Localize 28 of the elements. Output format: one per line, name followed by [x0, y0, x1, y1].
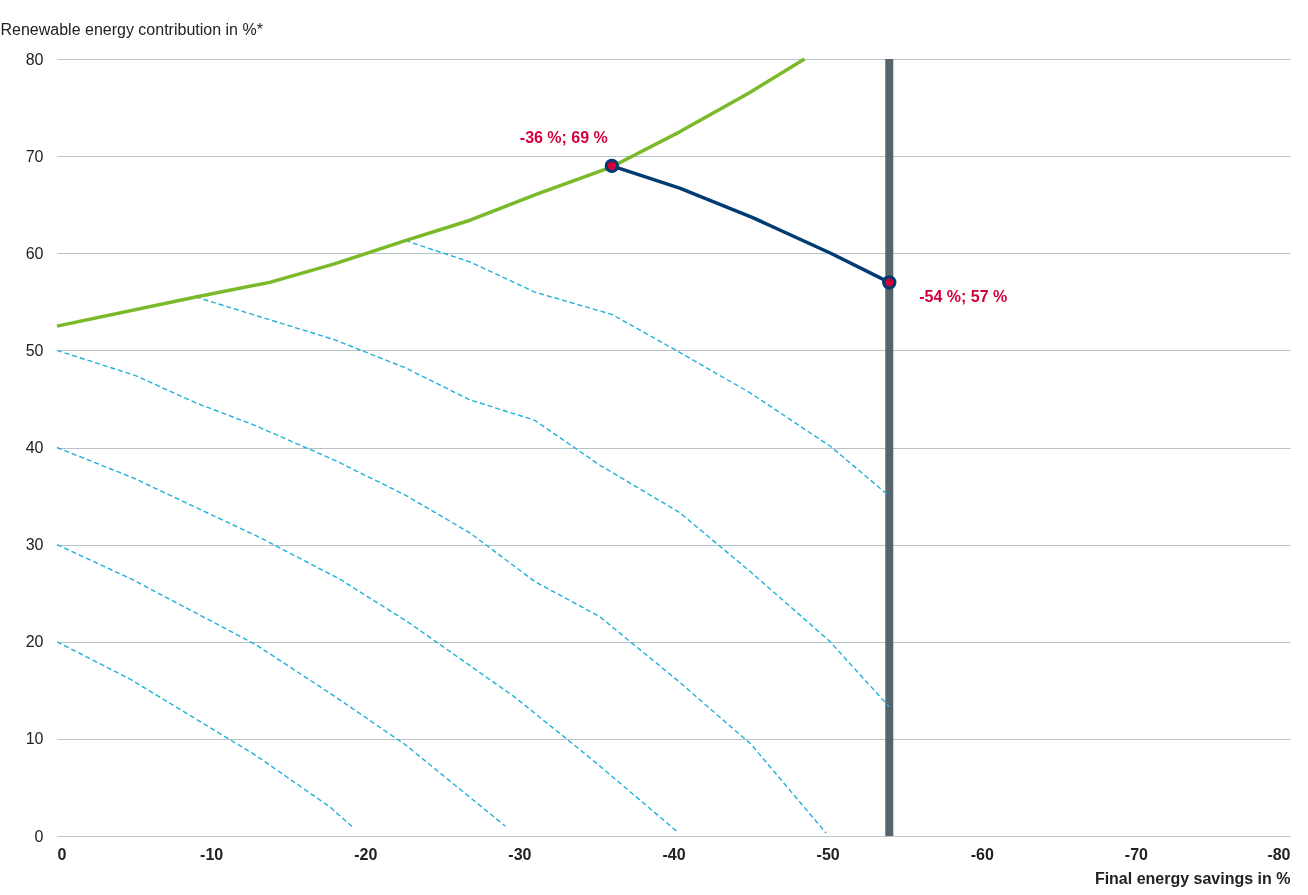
- y-tick-label: 50: [25, 341, 44, 359]
- y-tick-label: 0: [34, 827, 44, 845]
- x-tick-label: -80: [1267, 845, 1291, 863]
- x-tick-label: -70: [1124, 845, 1149, 863]
- x-tick-label: 0: [57, 845, 67, 863]
- line-series: [56, 641, 354, 828]
- line-series: [56, 543, 507, 827]
- x-tick-label: -30: [508, 845, 532, 863]
- x-tick-label: -10: [200, 845, 224, 863]
- y-tick-label: 30: [25, 536, 44, 554]
- annotation: -36 %; 69 %: [519, 128, 608, 146]
- line-series: [195, 296, 890, 708]
- x-tick-label: -40: [662, 845, 686, 863]
- y-axis-title: Renewable energy contribution in %*: [0, 20, 263, 38]
- x-axis-title: Final energy savings in %: [1094, 869, 1291, 887]
- y-tick-label: 80: [25, 50, 44, 68]
- y-tick-label: 70: [25, 147, 44, 165]
- x-tick-label: -20: [354, 845, 378, 863]
- x-tick-label: -60: [970, 845, 994, 863]
- y-tick-label: 40: [25, 439, 44, 456]
- y-tick-label: 60: [25, 244, 44, 262]
- y-tick-label: 20: [25, 633, 44, 651]
- line-series: [55, 57, 807, 328]
- line-series: [56, 349, 827, 834]
- line-series: [56, 446, 678, 832]
- y-tick-label: 10: [25, 730, 44, 748]
- x-tick-label: -50: [816, 845, 840, 863]
- annotation: -54 %; 57 %: [919, 288, 1008, 306]
